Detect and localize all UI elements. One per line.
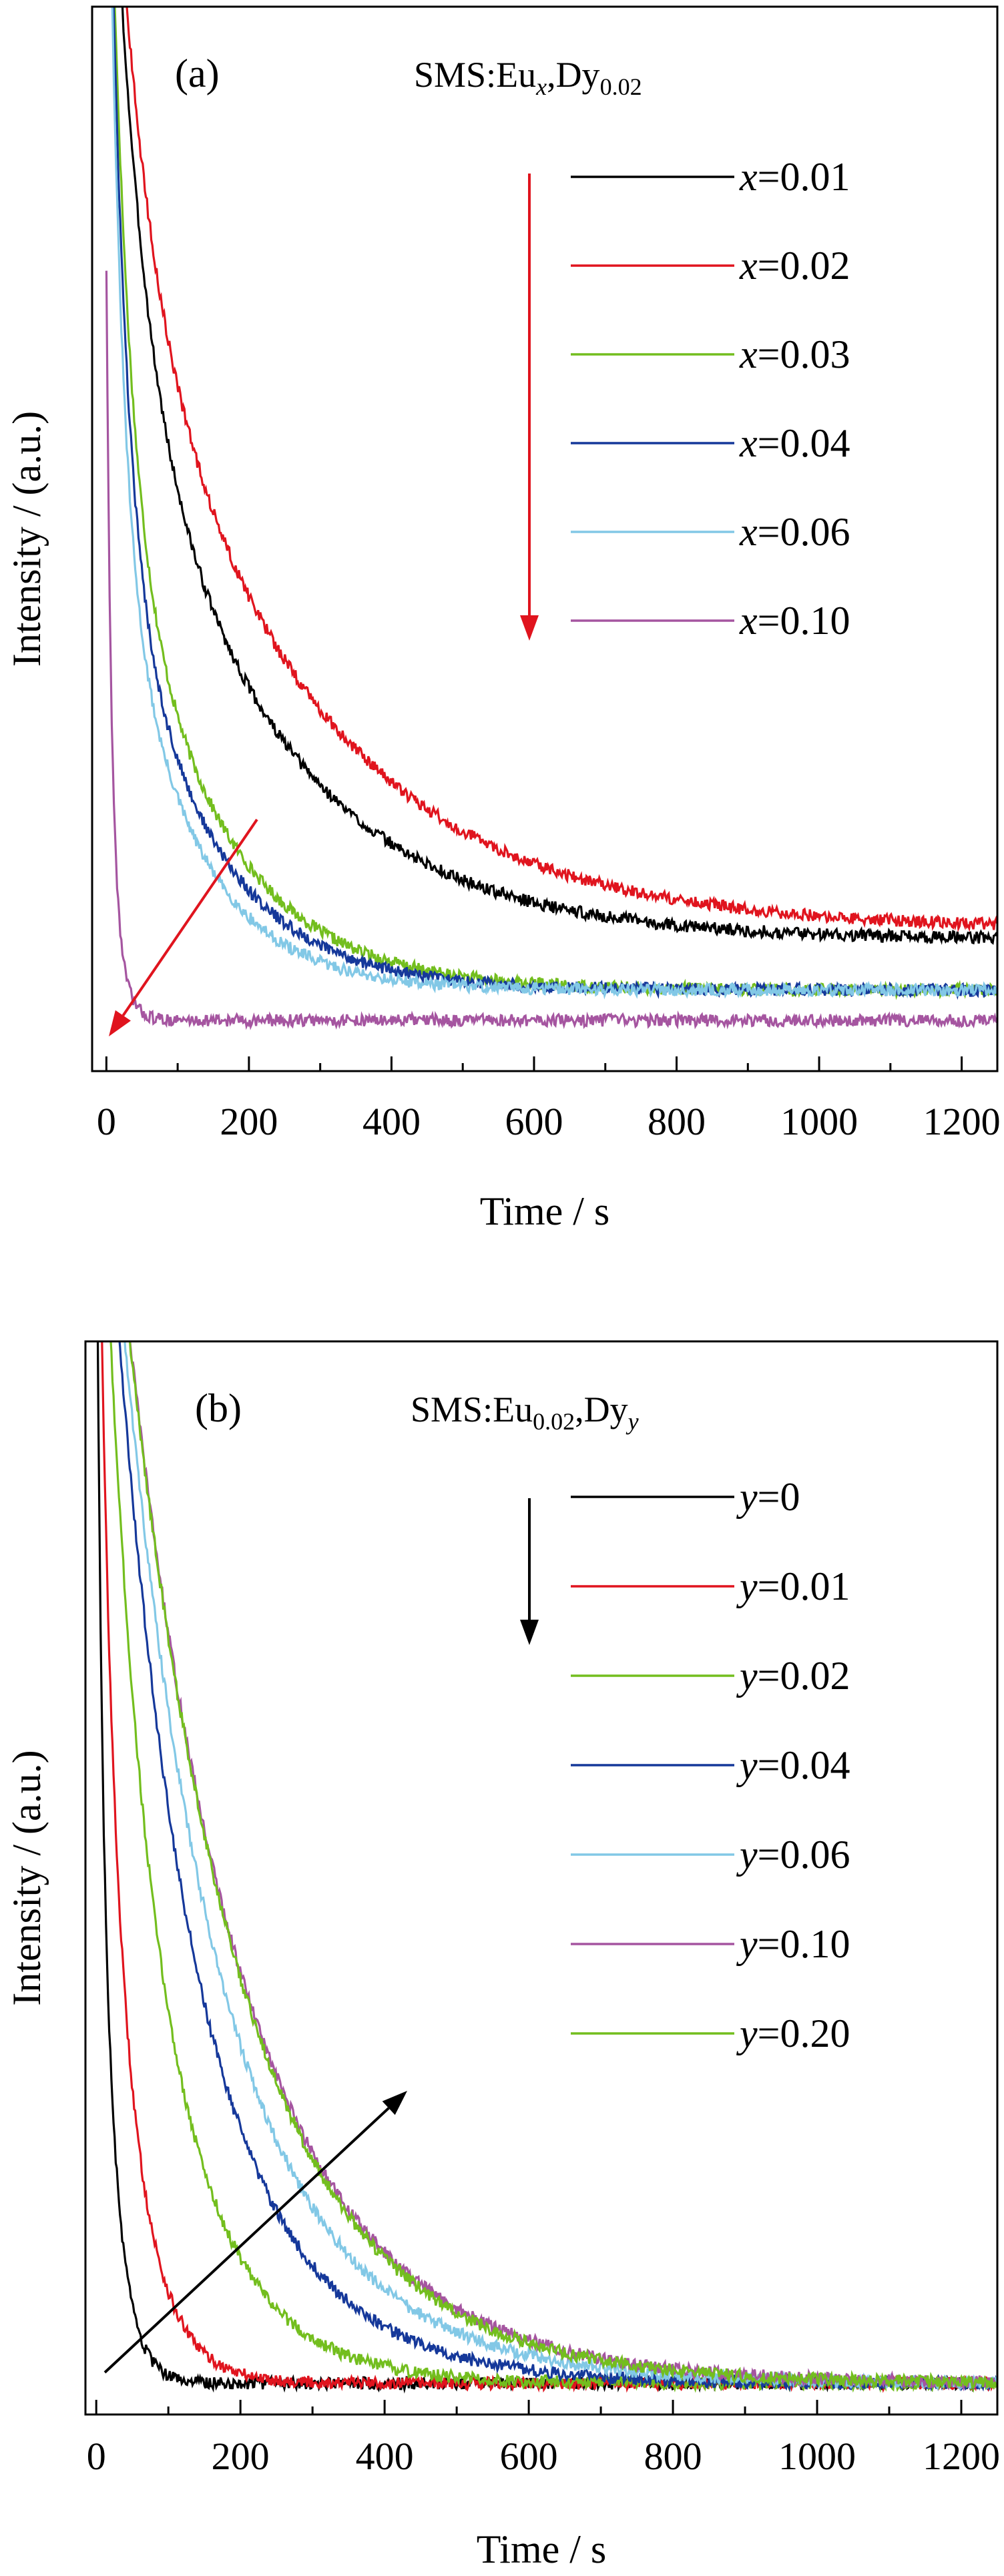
decay-trend-arrow-shaft [103,2107,390,2374]
x-tick-label: 1200 [923,2435,1000,2478]
x-tick-label: 800 [644,2435,702,2478]
legend-entry: x=0.01 [739,155,850,199]
x-tick-label: 1200 [923,1100,1001,1143]
legend-entry: y=0.20 [736,2011,850,2055]
plot-frame [91,5,999,1072]
series-line-y-0-06 [123,1341,997,2392]
plot-frame [84,1340,999,2416]
x-tick-label: 600 [500,2435,558,2478]
legend-entry: x=0.03 [739,332,850,376]
series-line-x-0-01 [121,7,997,946]
chart-panel-a: 0 200 400 600 800 1000 1200 Time / s Intensity /… [5,5,1001,1233]
composition-label: SMS:Eu0.02,Dyy [411,1389,639,1435]
x-tick-label: 200 [220,1100,278,1143]
legend-entry: y=0 [736,1475,800,1519]
x-axis-label: Time / s [480,1189,610,1233]
series-line-y-0-10 [129,1341,997,2392]
legend-entry: y=0.02 [736,1654,850,1698]
decay-trend-arrow-head [109,1010,131,1036]
decay-trend-arrow-shaft [121,818,258,1016]
x-tick-label: 1000 [780,1100,858,1143]
x-tick-label: 800 [648,1100,706,1143]
y-axis-label: Intensity / (a.u.) [5,411,49,667]
legend-trend-arrow [520,1498,539,1645]
legend-entry: x=0.02 [739,244,850,288]
series-line-x-0-02 [125,7,997,932]
decay-trend-arrow [109,818,258,1036]
x-tick-label: 400 [356,2435,414,2478]
legend-trend-arrow-head [520,1620,539,1645]
legend: y=0 y=0.01 y=0.02 y=0.04 y=0.06 y=0.10 y=0.20 [571,1475,850,2055]
series-line-x-0-10 [105,270,997,1030]
x-tick-label: 0 [87,2435,106,2478]
x-tick-label: 1000 [778,2435,856,2478]
panel-label: (b) [195,1386,242,1430]
legend-entry: y=0.10 [736,1922,850,1966]
series-group [96,1341,997,2394]
series-line-x-0-06 [111,7,997,1000]
series-line-y-0-20 [128,1341,997,2390]
chart-panel-b: 0 200 400 600 800 1000 1200 Time / s Intensity /… [5,1340,1000,2571]
legend: x=0.01 x=0.02 x=0.03 x=0.04 x=0.06 x=0.10 [571,155,850,643]
legend-entry: y=0.06 [736,1833,850,1877]
decay-trend-arrow-head [382,2091,407,2116]
legend-entry: y=0.01 [736,1564,850,1608]
x-tick-label: 0 [97,1100,116,1143]
panel-label: (a) [175,51,220,95]
composition-label: SMS:Eux,Dy0.02 [414,55,642,100]
x-axis-label: Time / s [477,2527,607,2571]
x-tick-label: 600 [505,1100,563,1143]
legend-entry: x=0.06 [739,510,850,554]
x-tick-label: 400 [362,1100,421,1143]
legend-trend-arrow [520,174,539,641]
decay-trend-arrow [103,2091,407,2374]
legend-entry: x=0.04 [739,421,850,465]
x-tick-label: 200 [212,2435,270,2478]
legend-entry: x=0.10 [739,599,850,643]
y-axis-label: Intensity / (a.u.) [5,1750,49,2005]
legend-entry: y=0.04 [736,1743,850,1787]
legend-trend-arrow-head [520,615,539,641]
series-group [105,7,997,1030]
